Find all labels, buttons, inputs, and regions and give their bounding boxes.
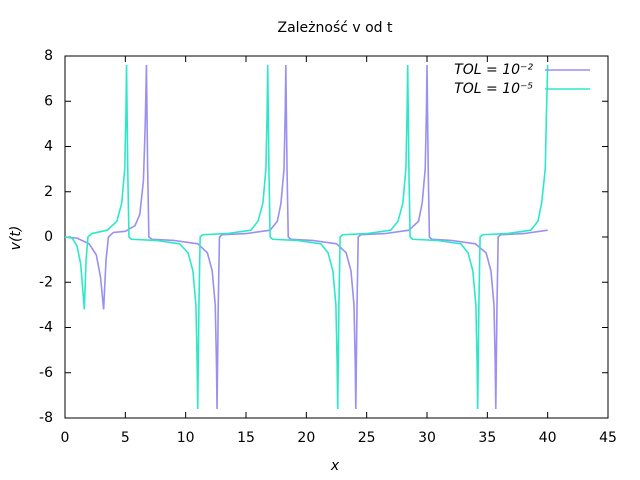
y-tick-label: -4	[39, 320, 53, 336]
x-tick-label: 20	[297, 430, 315, 446]
data-line	[64, 65, 549, 409]
x-tick-label: 0	[61, 430, 70, 446]
x-tick-label: 45	[599, 430, 617, 446]
y-tick-label: -6	[39, 365, 53, 381]
legend-label: TOL = 10⁻²	[454, 62, 533, 78]
x-tick-label: 40	[539, 430, 557, 446]
y-axis-label: v(t)	[8, 226, 24, 251]
x-axis-label: x	[330, 458, 340, 474]
x-tick-label: 30	[418, 430, 436, 446]
data-line	[64, 65, 548, 409]
legend-label: TOL = 10⁻⁵	[454, 81, 533, 97]
y-tick-label: 0	[44, 229, 53, 245]
x-tick-label: 25	[358, 430, 376, 446]
y-tick-label: 8	[44, 48, 53, 64]
chart-title: Zależność v od t	[277, 20, 393, 36]
x-tick-label: 15	[237, 430, 255, 446]
x-tick-label: 35	[478, 430, 496, 446]
x-tick-label: 10	[177, 430, 195, 446]
y-tick-label: -8	[39, 410, 53, 426]
y-tick-label: 2	[44, 184, 53, 200]
y-tick-label: 6	[44, 93, 53, 109]
y-tick-label: -2	[39, 274, 53, 290]
y-tick-label: 4	[44, 139, 53, 155]
x-tick-label: 5	[121, 430, 130, 446]
